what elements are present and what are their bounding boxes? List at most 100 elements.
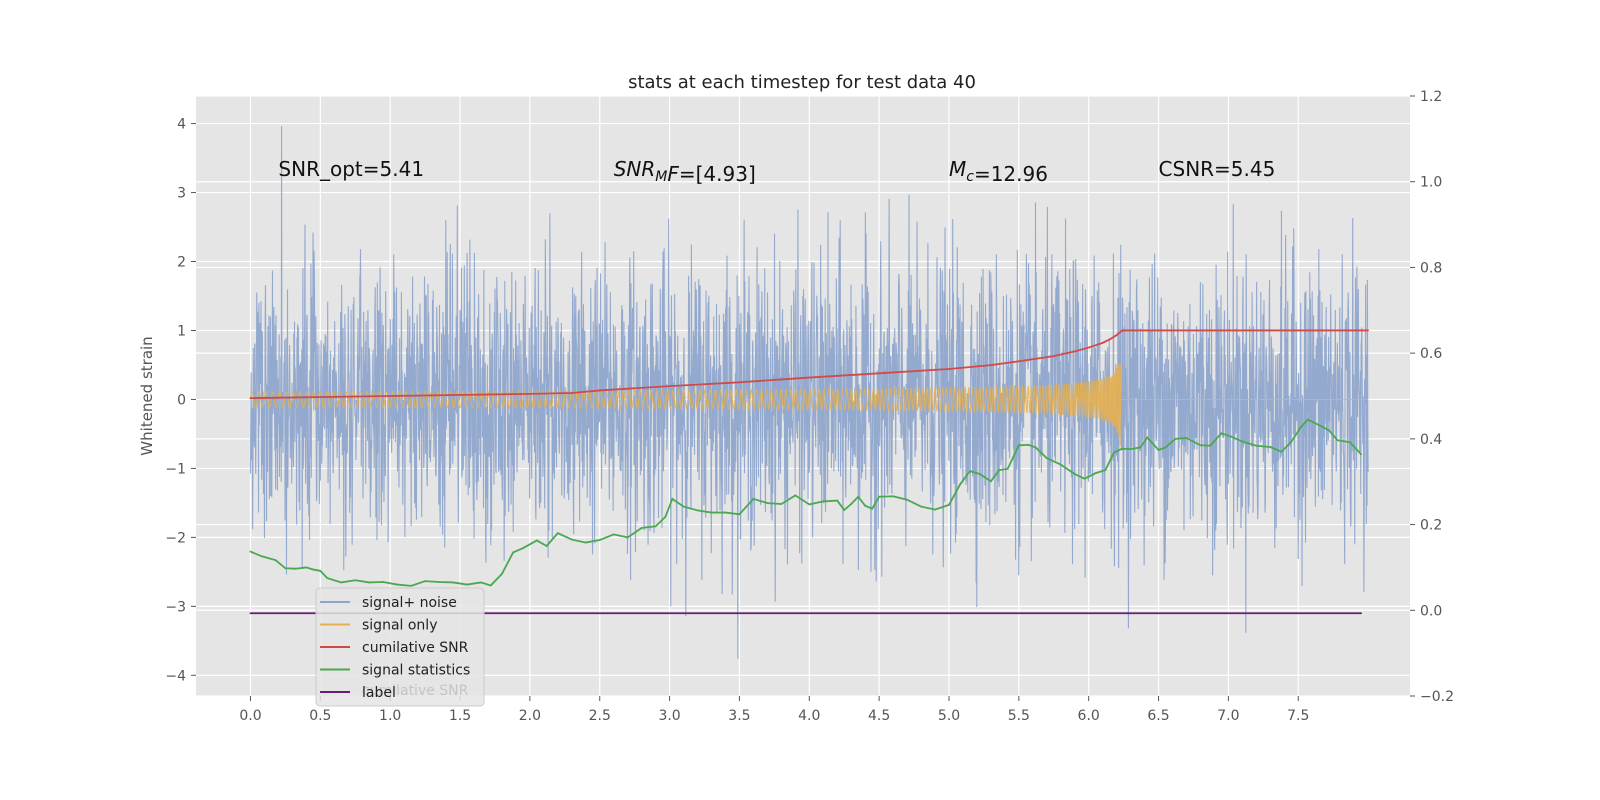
y-axis-label: Whitened strain [138,336,156,455]
annotation: SNR_opt=5.41 [278,157,424,181]
series-signal-statistics-point [274,559,277,562]
series-cumilative-snr-point [1121,329,1124,332]
series-signal-statistics-point [1027,443,1030,446]
x-tick-label: 4.5 [868,708,890,724]
series-signal-statistics-point [710,511,713,514]
chart-title: stats at each timestep for test data 40 [628,72,976,93]
series-signal-statistics-point [489,584,492,587]
series-signal-statistics-point [998,469,1001,472]
series-cumilative-snr-point [249,397,252,400]
series-signal-statistics-point [1230,435,1233,438]
legend-box [315,587,485,707]
series-signal-statistics-point [312,568,315,571]
x-tick-label: 7.0 [1217,708,1239,724]
series-signal-statistics-point [1157,449,1160,451]
plot-series [249,126,1369,659]
legend-label: label [362,685,396,701]
series-signal-statistics-point [1104,469,1107,472]
series-signal-statistics-point [752,497,755,500]
series-signal-statistics-point [780,503,783,505]
series-signal-statistics-point [738,513,741,516]
y2-tick-label: 0.8 [1420,260,1442,276]
y-tick-label: −3 [165,599,186,615]
series-signal-statistics-point [808,503,811,506]
series-signal-statistics-point [892,495,895,498]
y2-tick-label: 0.0 [1420,603,1442,619]
y2-tick-label: 0.6 [1420,346,1442,362]
series-signal-statistics-point [857,495,860,498]
x-tick-label: 1.5 [449,708,471,724]
series-cumilative-snr-point [1367,329,1369,332]
legend-label: cumilative SNR [362,640,469,656]
series-signal-statistics-point [822,500,825,503]
x-tick-label: 4.0 [798,708,820,724]
x-tick-label: 6.0 [1078,708,1100,724]
series-signal-statistics-point [850,503,853,505]
legend-label: signal only [362,618,437,634]
series-cumilative-snr-point [1101,341,1104,344]
legend-label: signal+ noise [362,595,457,611]
series-signal-statistics-point [1318,424,1321,427]
series-signal-statistics-point [466,583,468,586]
y-tick-label: 2 [177,255,186,271]
series-signal-statistics-point [319,569,322,572]
series-signal-statistics-point [682,505,685,508]
series-signal-statistics-point [1045,457,1048,460]
series-signal-statistics-point [1129,448,1132,451]
y2-tick-label: 1.2 [1420,89,1442,105]
series-signal-statistics-point [1174,437,1177,440]
series-label-point [249,612,252,615]
legend-ghost-text: cumilative SNR [362,683,469,699]
series-signal-statistics-point [326,577,329,580]
series-signal-statistics-point [522,547,524,550]
x-tick-label: 2.5 [589,708,611,724]
series-cumilative-snr-point [1087,346,1090,349]
series-label-point [1360,612,1362,615]
series-signal-statistics-point [305,566,308,569]
series-signal-statistics-point [1059,463,1062,466]
series-signal-only [249,363,1369,446]
series-cumilative-snr-point [389,395,392,397]
series-signal-statistics-point [1300,425,1302,428]
y-tick-label: 3 [177,186,186,202]
series-signal-statistics-point [535,539,538,542]
series-signal-statistics-point [1269,446,1272,448]
series-signal-statistics-point [836,499,839,502]
series-signal-statistics-point [1360,453,1362,456]
series-signal-statistics-point [1349,441,1351,444]
series-signal-statistics-point [570,538,573,541]
series-signal-statistics-point [340,581,343,584]
series-signal-statistics-point [871,507,874,510]
series-signal-statistics-point [1307,418,1309,421]
series-signal-statistics-point [948,503,950,506]
series-signal-statistics-point [1034,446,1037,449]
annotation-part: SNR_opt=5.41 [278,157,424,181]
y-tick-label: −1 [165,461,186,477]
y-tick-label: 4 [177,117,186,133]
series-signal-statistics-point [1336,439,1339,442]
series-signal-noise [249,126,1369,659]
series-signal-statistics-point [598,539,601,541]
series-signal-statistics-point [1073,473,1076,475]
y2-tick-label: 1.0 [1420,175,1442,191]
series-signal-statistics-point [545,545,548,547]
series-cumilative-snr-point [948,368,950,370]
series-signal-statistics-point [724,511,727,514]
y-tick-label: −4 [165,668,186,684]
series-cumilative-snr-point [1017,360,1020,363]
x-tick-label: 3.5 [728,708,750,724]
x-tick-label: 3.0 [658,708,680,724]
series-signal-statistics-point [249,550,252,553]
series-cumilative-snr-point [1108,338,1111,341]
series-cumilative-snr-point [570,392,573,394]
series-cumilative-snr-point [808,376,811,379]
series-signal-statistics-point [978,473,981,475]
annotation-part: M [655,169,667,185]
series-cumilative-snr-point [528,392,531,395]
series-signal-statistics-point [864,504,867,507]
series-signal-statistics-point [671,497,674,500]
annotation-part: =12.96 [974,162,1048,186]
x-tick-label: 2.0 [519,708,541,724]
series-signal-statistics-point [1017,444,1020,447]
annotation-part: M [949,157,966,181]
